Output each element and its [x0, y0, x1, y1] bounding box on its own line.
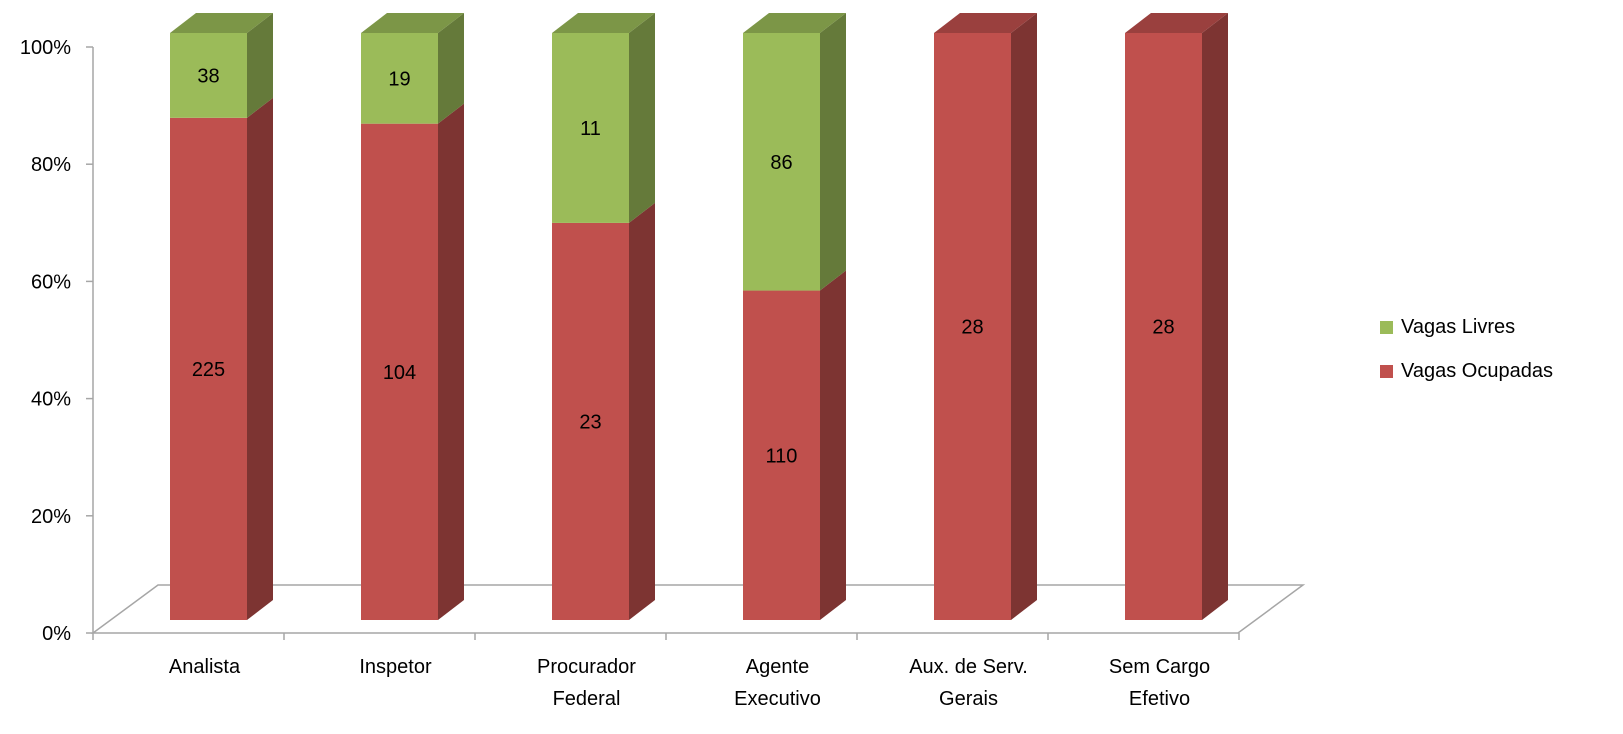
bar-livres-2: [552, 33, 629, 223]
bar-side-livres-0: [247, 13, 273, 118]
data-label-livres-2: 11: [580, 118, 601, 140]
x-tick-label-2-1: Federal: [553, 688, 621, 710]
data-label-livres-1: 19: [388, 68, 410, 90]
bar-side-ocupadas-3: [820, 270, 846, 620]
data-label-ocupadas-4: 28: [961, 317, 983, 339]
y-tick-label-20: 20%: [31, 506, 71, 528]
x-tick-label-3-0: Agente: [746, 656, 809, 678]
x-tick-label-4-0: Aux. de Serv.: [909, 656, 1028, 678]
bar-side-ocupadas-4: [1011, 13, 1037, 620]
bar-top-ocupadas-5: [1125, 13, 1228, 33]
x-tick-label-3-1: Executivo: [734, 688, 821, 710]
legend-swatch-vagas-livres: [1380, 320, 1393, 334]
bar-ocupadas-2: [552, 222, 629, 621]
data-label-livres-0: 38: [197, 65, 219, 87]
bar-ocupadas-0: [170, 117, 247, 620]
legend-item-vagas-livres: Vagas Livres: [1380, 312, 1620, 342]
data-label-livres-3: 86: [770, 152, 792, 174]
x-tick-label-5-0: Sem Cargo: [1109, 656, 1210, 678]
data-label-ocupadas-5: 28: [1152, 317, 1174, 339]
bar-side-ocupadas-2: [629, 202, 655, 621]
bar-ocupadas-5: [1125, 33, 1202, 620]
x-tick-label-2-0: Procurador: [537, 656, 636, 678]
chart-floor: [90, 584, 1306, 634]
legend-item-vagas-ocupadas: Vagas Ocupadas: [1380, 356, 1620, 386]
y-tick-label-100: 100%: [20, 37, 71, 59]
bar-side-ocupadas-5: [1202, 13, 1228, 620]
bar-top-livres-2: [552, 13, 655, 33]
legend-label-vagas-livres: Vagas Livres: [1401, 315, 1516, 338]
legend-label-vagas-ocupadas: Vagas Ocupadas: [1401, 359, 1553, 382]
data-label-ocupadas-1: 104: [383, 362, 416, 384]
bar-livres-3: [743, 33, 820, 291]
data-label-ocupadas-3: 110: [766, 445, 798, 467]
bar-ocupadas-4: [934, 33, 1011, 620]
bar-side-livres-3: [820, 13, 846, 291]
bar-top-ocupadas-4: [934, 13, 1037, 33]
bar-top-livres-3: [743, 13, 846, 33]
bar-side-ocupadas-0: [247, 97, 273, 620]
x-tick-label-1-0: Inspetor: [359, 656, 432, 678]
x-tick-label-0-0: Analista: [169, 656, 241, 678]
x-tick-label-4-1: Gerais: [939, 688, 998, 710]
y-tick-label-80: 80%: [31, 154, 71, 176]
x-tick-label-5-1: Efetivo: [1129, 688, 1190, 710]
bar-top-livres-0: [170, 13, 273, 33]
bar-ocupadas-1: [361, 123, 438, 620]
legend-swatch-vagas-ocupadas: [1380, 364, 1393, 378]
bar-livres-1: [361, 33, 438, 124]
bar-ocupadas-3: [743, 290, 820, 620]
data-label-ocupadas-0: 225: [192, 359, 225, 381]
bar-livres-0: [170, 33, 247, 118]
y-tick-label-0: 0%: [42, 623, 71, 645]
y-tick-label-60: 60%: [31, 271, 71, 293]
legend: Vagas Livres Vagas Ocupadas: [1380, 312, 1620, 400]
bar-top-livres-1: [361, 13, 464, 33]
bar-side-livres-2: [629, 13, 655, 223]
bar-side-livres-1: [438, 13, 464, 124]
data-label-ocupadas-2: 23: [579, 411, 601, 433]
y-tick-label-40: 40%: [31, 389, 71, 411]
bar-side-ocupadas-1: [438, 103, 464, 620]
